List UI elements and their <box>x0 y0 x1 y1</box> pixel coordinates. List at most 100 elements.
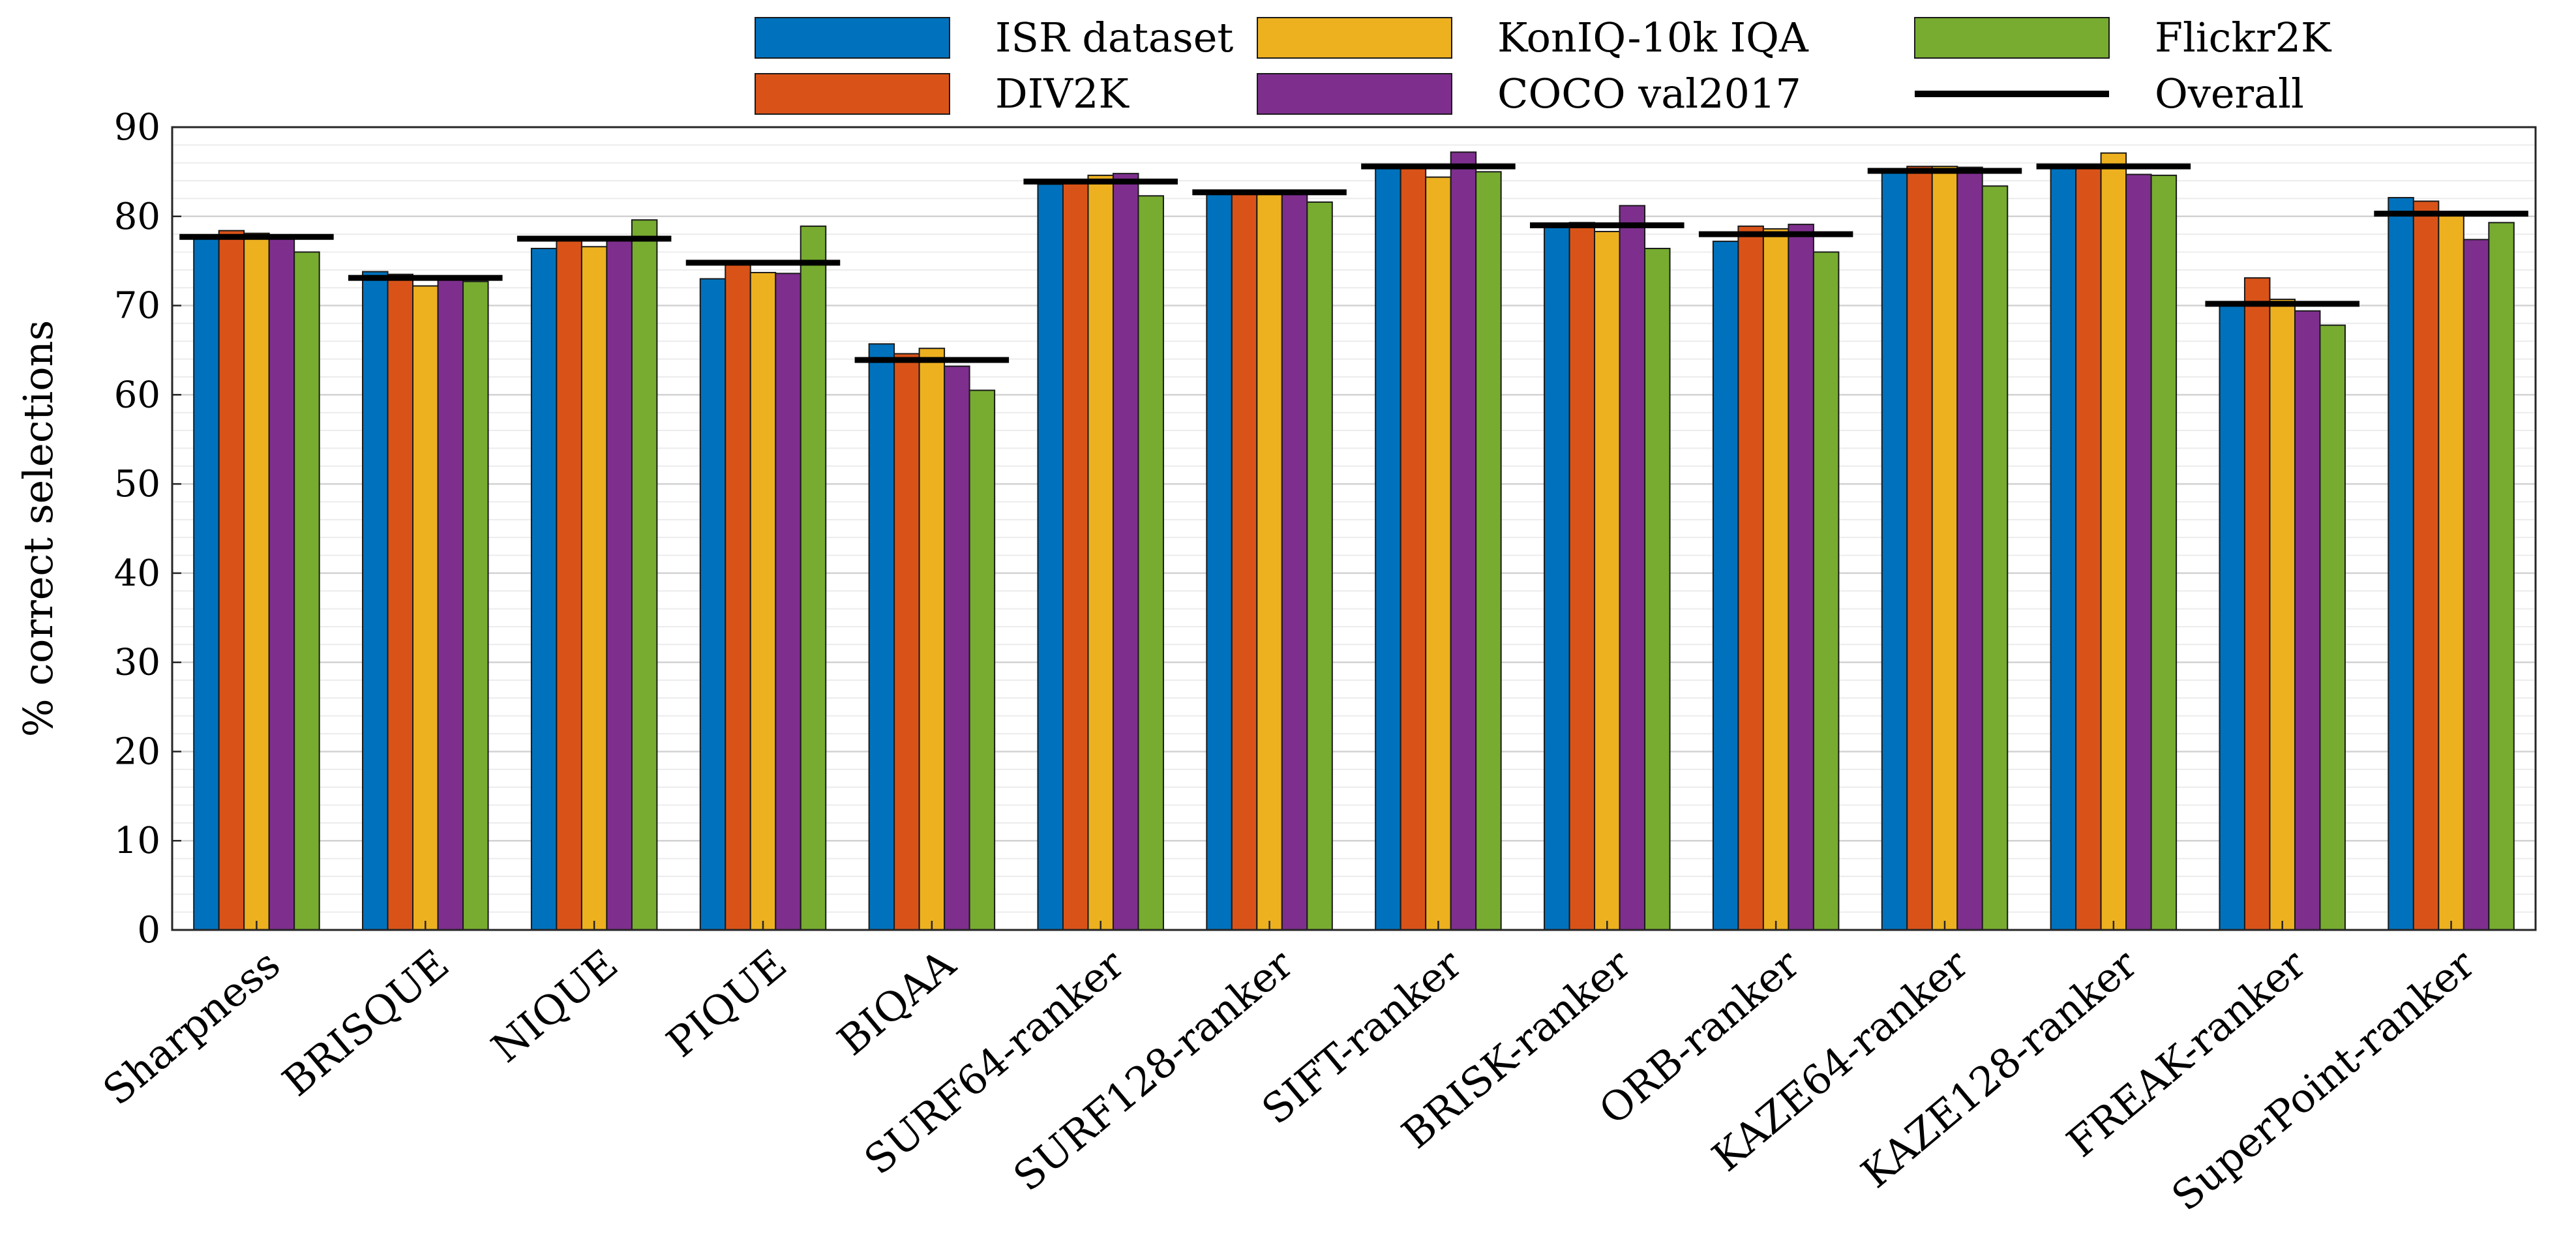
bar <box>1137 195 1164 931</box>
legend-swatch <box>1257 17 1452 59</box>
bar <box>362 271 389 931</box>
bar <box>1712 241 1739 931</box>
plot-area <box>172 127 2536 930</box>
bar <box>1206 193 1233 931</box>
bar <box>2388 197 2414 931</box>
bar <box>1619 205 1646 931</box>
legend-swatch <box>755 17 950 59</box>
y-tick-label: 40 <box>114 552 160 595</box>
bar <box>1594 231 1621 931</box>
bar <box>556 239 582 931</box>
legend-label: Flickr2K <box>2155 14 2332 61</box>
bar <box>243 232 270 931</box>
bar <box>268 237 295 931</box>
bar <box>2075 166 2102 931</box>
bar <box>387 273 414 931</box>
bar <box>868 343 895 931</box>
bar <box>631 219 658 931</box>
bar <box>1475 171 1502 931</box>
bar <box>2438 212 2464 931</box>
x-tick-label: SURF128-ranker <box>1004 940 1302 1200</box>
bar <box>530 248 558 931</box>
axes-box <box>171 126 2537 931</box>
legend-label: Overall <box>2155 70 2304 117</box>
x-tick-label: BRISQUE <box>273 940 458 1106</box>
bar <box>2219 303 2245 931</box>
bar <box>2463 239 2490 931</box>
legend-label: KonIQ-10k IQA <box>1497 14 1809 61</box>
legend-label: ISR dataset <box>995 14 1233 61</box>
bar <box>1062 181 1089 931</box>
y-tick-label: 30 <box>114 642 160 684</box>
bar <box>2050 166 2077 931</box>
bar <box>1400 166 1427 931</box>
x-tick-label: KAZE128-ranker <box>1852 940 2146 1197</box>
bar <box>1737 225 1764 931</box>
bar <box>2319 324 2346 931</box>
x-tick-label: PIQUE <box>657 940 795 1067</box>
y-axis-title: % correct selections <box>14 320 62 738</box>
bar <box>1281 190 1308 931</box>
bar <box>893 353 920 931</box>
bar <box>944 365 970 931</box>
y-tick-label: 20 <box>114 730 160 773</box>
bar <box>1375 166 1401 931</box>
legend-label: COCO val2017 <box>1497 70 1801 117</box>
y-tick-label: 50 <box>114 463 160 505</box>
bar <box>2243 277 2271 931</box>
x-tick-label: SuperPoint-ranker <box>2163 940 2483 1220</box>
bar <box>749 271 777 931</box>
bar <box>1087 174 1114 931</box>
bar <box>1981 185 2009 931</box>
bar <box>725 262 751 931</box>
bar <box>412 285 439 931</box>
bar <box>2488 222 2515 931</box>
bar <box>918 348 946 931</box>
bar <box>193 237 220 931</box>
bar <box>2150 174 2178 931</box>
bar <box>1931 166 1958 931</box>
bar <box>2294 310 2321 931</box>
bar <box>1956 166 1983 931</box>
bar <box>968 389 996 931</box>
bar <box>1906 166 1933 931</box>
y-tick-label: 0 <box>137 909 160 951</box>
bar <box>1037 183 1064 931</box>
legend-swatch <box>1257 73 1452 115</box>
bar <box>2125 173 2152 931</box>
x-tick-label: BIQAA <box>828 940 965 1065</box>
bar <box>800 225 827 931</box>
bar <box>699 278 726 931</box>
bar <box>1762 228 1790 931</box>
bar <box>1544 226 1570 931</box>
bar <box>1306 201 1333 931</box>
legend-label: DIV2K <box>995 70 1130 117</box>
bar <box>1644 248 1671 931</box>
bar <box>1881 171 1908 931</box>
legend-swatch <box>1914 17 2110 59</box>
y-tick-label: 10 <box>114 820 160 862</box>
y-tick-label: 60 <box>114 374 160 416</box>
bar <box>775 273 801 931</box>
bar <box>2269 298 2296 931</box>
bar <box>2100 152 2127 931</box>
y-tick-label: 90 <box>114 106 160 149</box>
y-tick-label: 70 <box>114 285 160 327</box>
bar <box>293 251 320 931</box>
y-tick-label: 80 <box>114 196 160 238</box>
bar <box>1425 176 1452 931</box>
bar <box>580 246 608 931</box>
bar <box>1231 193 1258 931</box>
bar <box>462 280 489 931</box>
bar <box>2412 200 2440 931</box>
bar <box>1112 173 1139 931</box>
bar <box>1256 193 1283 931</box>
bar <box>1568 222 1596 931</box>
x-tick-label: NIQUE <box>483 940 627 1072</box>
bar <box>1450 151 1477 931</box>
bar <box>437 275 464 931</box>
x-tick-label: Sharpness <box>94 940 289 1114</box>
legend-swatch <box>755 73 950 115</box>
